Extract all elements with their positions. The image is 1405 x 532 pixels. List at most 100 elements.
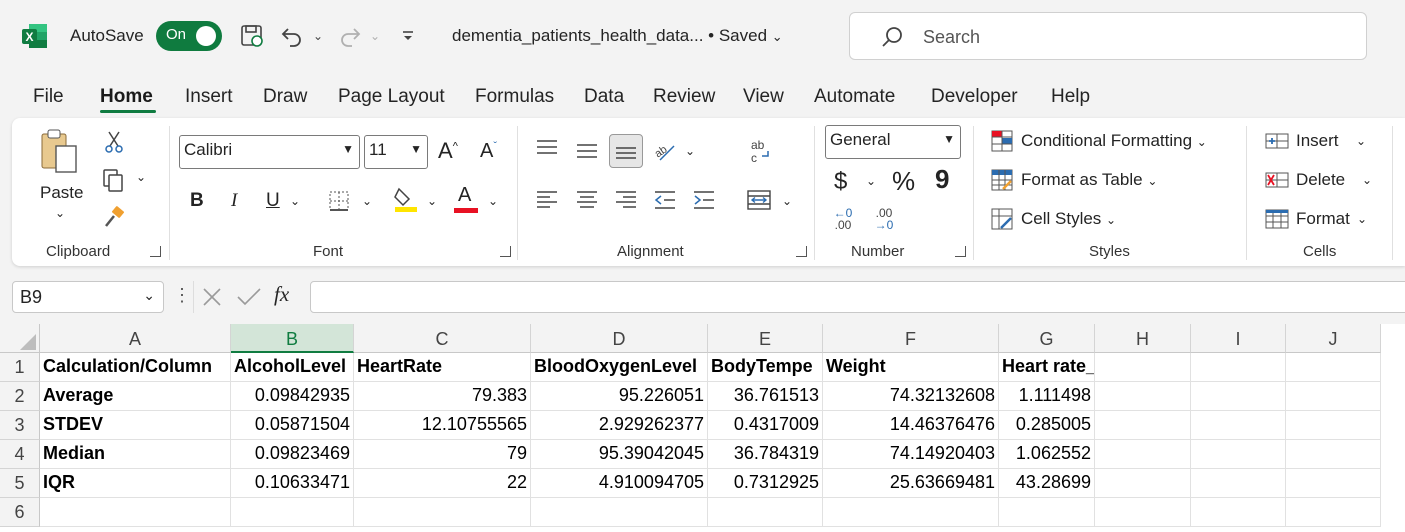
currency-dropdown-icon[interactable]: ⌄ — [866, 174, 877, 188]
cell-styles-icon[interactable] — [990, 207, 1014, 231]
cell-d2[interactable]: 95.226051 — [531, 382, 708, 411]
cell-g2[interactable]: 1.111498 — [999, 382, 1095, 411]
conditional-formatting-button[interactable]: Conditional Formatting ⌄ — [1021, 131, 1207, 150]
cell-b4[interactable]: 0.09823469 — [231, 440, 354, 469]
insert-cells-button[interactable]: Insert — [1296, 131, 1339, 150]
row-header[interactable]: 5 — [0, 469, 40, 498]
search-box[interactable]: Search — [849, 12, 1367, 60]
percent-button[interactable]: % — [892, 166, 916, 196]
column-header-d[interactable]: D — [531, 324, 708, 353]
insert-function-button[interactable]: fx — [274, 282, 290, 306]
select-all-corner[interactable] — [0, 324, 40, 353]
font-size-select[interactable]: 11 ▼ — [364, 135, 428, 169]
format-cells-button[interactable]: Format — [1296, 209, 1350, 228]
row-header[interactable]: 2 — [0, 382, 40, 411]
merge-center-icon[interactable] — [745, 186, 773, 214]
cut-icon[interactable] — [100, 128, 128, 156]
save-icon[interactable] — [237, 20, 267, 52]
shrink-font-button[interactable]: Aˇ — [480, 140, 498, 162]
delete-cells-button[interactable]: Delete — [1296, 170, 1346, 189]
tab-view[interactable]: View — [743, 86, 784, 107]
undo-icon[interactable] — [279, 20, 305, 52]
clipboard-launcher-icon[interactable] — [150, 246, 161, 257]
tab-page-layout[interactable]: Page Layout — [338, 86, 445, 107]
more-options-icon[interactable]: ⋮ — [173, 285, 191, 305]
autosave-toggle[interactable]: On — [156, 21, 222, 51]
cell-c1[interactable]: HeartRate — [354, 353, 531, 382]
conditional-formatting-icon[interactable] — [990, 129, 1014, 153]
cell-b2[interactable]: 0.09842935 — [231, 382, 354, 411]
formula-input[interactable] — [310, 281, 1405, 313]
cell-i4[interactable] — [1191, 440, 1286, 469]
column-header-b[interactable]: B — [231, 324, 354, 353]
tab-review[interactable]: Review — [653, 86, 716, 107]
font-color-button[interactable]: A — [458, 184, 472, 206]
font-launcher-icon[interactable] — [500, 246, 511, 257]
comma-button[interactable]: 9 — [935, 164, 950, 194]
cell-b3[interactable]: 0.05871504 — [231, 411, 354, 440]
wrap-text-icon[interactable]: ab c — [747, 136, 773, 166]
cell-j5[interactable] — [1286, 469, 1381, 498]
cell-i6[interactable] — [1191, 498, 1286, 527]
cell-h2[interactable] — [1095, 382, 1191, 411]
alignment-launcher-icon[interactable] — [796, 246, 807, 257]
format-painter-icon[interactable] — [100, 204, 128, 232]
cell-h3[interactable] — [1095, 411, 1191, 440]
column-header-e[interactable]: E — [708, 324, 823, 353]
column-header-c[interactable]: C — [354, 324, 531, 353]
cell-c2[interactable]: 79.383 — [354, 382, 531, 411]
cell-g5[interactable]: 43.28699 — [999, 469, 1095, 498]
cell-g1[interactable]: Heart rate_per_kg — [999, 353, 1095, 382]
column-header-j[interactable]: J — [1286, 324, 1381, 353]
cell-i2[interactable] — [1191, 382, 1286, 411]
align-middle-icon[interactable] — [574, 138, 600, 162]
cell-i1[interactable] — [1191, 353, 1286, 382]
tab-automate[interactable]: Automate — [814, 86, 896, 107]
tab-developer[interactable]: Developer — [931, 86, 1018, 107]
currency-button[interactable]: $ — [834, 168, 848, 195]
cell-i3[interactable] — [1191, 411, 1286, 440]
cell-c3[interactable]: 12.10755565 — [354, 411, 531, 440]
format-as-table-icon[interactable] — [990, 168, 1014, 192]
orientation-dropdown-icon[interactable]: ⌄ — [685, 144, 696, 158]
cell-d4[interactable]: 95.39042045 — [531, 440, 708, 469]
row-header[interactable]: 1 — [0, 353, 40, 382]
align-right-icon[interactable] — [613, 188, 639, 212]
row-header[interactable]: 6 — [0, 498, 40, 527]
file-name[interactable]: dementia_patients_health_data... • Saved… — [452, 26, 783, 45]
paste-button[interactable]: Paste — [40, 183, 84, 202]
align-left-icon[interactable] — [534, 188, 560, 212]
insert-cells-icon[interactable] — [1264, 129, 1290, 153]
tab-draw[interactable]: Draw — [263, 86, 308, 107]
cell-j1[interactable] — [1286, 353, 1381, 382]
cell-j3[interactable] — [1286, 411, 1381, 440]
cell-c6[interactable] — [354, 498, 531, 527]
cell-b5[interactable]: 0.10633471 — [231, 469, 354, 498]
cell-a2[interactable]: Average — [40, 382, 231, 411]
cell-f6[interactable] — [823, 498, 999, 527]
increase-indent-icon[interactable] — [691, 188, 717, 212]
paste-dropdown-icon[interactable]: ⌄ — [55, 206, 66, 220]
cell-h5[interactable] — [1095, 469, 1191, 498]
align-center-icon[interactable] — [574, 188, 600, 212]
column-header-g[interactable]: G — [999, 324, 1095, 353]
name-box[interactable]: B9 ⌄ — [12, 281, 164, 313]
cell-c5[interactable]: 22 — [354, 469, 531, 498]
cell-f3[interactable]: 14.46376476 — [823, 411, 999, 440]
cell-e4[interactable]: 36.784319 — [708, 440, 823, 469]
column-header-f[interactable]: F — [823, 324, 999, 353]
fill-color-icon[interactable] — [392, 184, 420, 214]
decrease-decimal-icon[interactable]: .00 →0 — [874, 206, 894, 232]
format-cells-icon[interactable] — [1264, 207, 1290, 231]
cell-j2[interactable] — [1286, 382, 1381, 411]
cell-g3[interactable]: 0.285005 — [999, 411, 1095, 440]
tab-insert[interactable]: Insert — [185, 86, 233, 107]
cell-e5[interactable]: 0.7312925 — [708, 469, 823, 498]
merge-dropdown-icon[interactable]: ⌄ — [782, 194, 793, 208]
italic-button[interactable]: I — [231, 190, 238, 211]
number-format-select[interactable]: General ▼ — [825, 125, 961, 159]
delete-cells-icon[interactable] — [1264, 168, 1290, 192]
cell-a6[interactable] — [40, 498, 231, 527]
align-top-icon[interactable] — [534, 136, 560, 160]
copy-icon[interactable] — [98, 166, 128, 194]
